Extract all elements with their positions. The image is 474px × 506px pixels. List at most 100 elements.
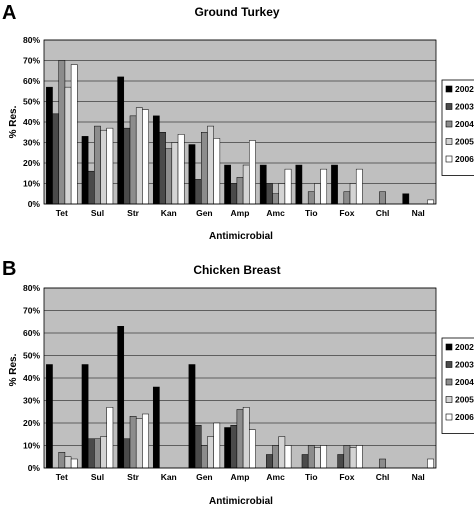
y-tick-label: 20% <box>23 418 40 428</box>
bar <box>236 177 244 205</box>
bar <box>142 413 149 469</box>
legend-swatch <box>445 343 453 351</box>
x-tick-label: Amp <box>231 208 250 218</box>
y-tick-label: 30% <box>23 396 40 406</box>
bar <box>70 64 78 205</box>
y-axis-title: % Res. <box>8 105 19 138</box>
bar <box>236 409 244 469</box>
legend-box <box>441 79 474 176</box>
x-tick-label: Gen <box>196 472 213 482</box>
x-axis-title: Antimicrobial <box>209 231 273 242</box>
bar <box>123 438 131 469</box>
bar <box>135 418 143 469</box>
bar <box>427 199 434 205</box>
bar <box>177 134 185 205</box>
y-tick-label: 60% <box>23 328 40 338</box>
bar <box>129 416 137 469</box>
bar <box>266 454 273 469</box>
bar <box>94 125 101 205</box>
bar <box>165 148 173 205</box>
bar <box>188 364 196 469</box>
bar <box>123 127 131 205</box>
x-tick-label: Fox <box>339 208 354 218</box>
bar <box>188 144 196 205</box>
y-tick-label: 80% <box>23 283 40 293</box>
bar <box>331 164 338 205</box>
x-tick-label: Tio <box>305 472 318 482</box>
x-tick-label: Chl <box>376 472 390 482</box>
bar <box>58 452 66 469</box>
legend-label: 2003 <box>455 360 474 370</box>
bar <box>106 407 114 469</box>
bar <box>129 115 137 205</box>
bar <box>224 427 231 469</box>
y-tick-label: 80% <box>23 35 40 45</box>
bar <box>301 454 309 469</box>
bar <box>207 125 214 205</box>
panel-chicken-breast: B Chicken Breast % Res. Antimicrobial 0%… <box>2 258 474 506</box>
x-tick-label: Kan <box>161 472 177 482</box>
bar <box>343 445 351 469</box>
x-tick-label: Str <box>127 472 140 482</box>
x-axis-title: Antimicrobial <box>209 496 273 506</box>
bar <box>81 136 89 205</box>
bar <box>100 436 108 469</box>
x-tick-label: Sul <box>91 208 104 218</box>
chart-title: Ground Turkey <box>194 5 279 19</box>
panel-ground-turkey: A Ground Turkey % Res. Antimicrobial 0% 1… <box>2 2 474 242</box>
x-tick-label: Fox <box>339 472 354 482</box>
legend-label: 2002 <box>455 84 474 94</box>
bar <box>355 445 363 469</box>
y-tick-label: 60% <box>23 76 40 86</box>
y-axis-title: % Res. <box>8 353 19 386</box>
bar <box>70 458 78 469</box>
y-tick-label: 50% <box>23 351 40 361</box>
bar <box>284 168 292 205</box>
bar <box>87 170 95 205</box>
legend-label: 2005 <box>455 395 474 405</box>
bar <box>314 447 321 469</box>
x-tick-label: Sul <box>91 472 104 482</box>
bar <box>171 142 179 205</box>
bar <box>284 445 292 469</box>
bar <box>278 436 286 469</box>
x-tick-label: Chl <box>376 208 390 218</box>
x-tick-label: Nal <box>412 472 425 482</box>
y-tick-label: 10% <box>23 179 40 189</box>
legend-label: 2002 <box>455 342 474 352</box>
bar <box>159 132 166 205</box>
x-tick-label: Amp <box>231 472 250 482</box>
legend-label: 2006 <box>455 412 474 422</box>
bar <box>259 164 267 205</box>
chart-title: Chicken Breast <box>193 263 280 277</box>
bar <box>314 183 321 205</box>
bar <box>135 107 143 205</box>
bar <box>224 164 231 205</box>
bar <box>207 436 214 469</box>
y-tick-label: 70% <box>23 56 40 66</box>
bar <box>230 183 238 205</box>
y-tick-label: 0% <box>28 199 41 209</box>
legend-label: 2006 <box>455 154 474 164</box>
plot-frame <box>43 39 437 205</box>
legend-swatch <box>445 85 453 93</box>
legend-swatch <box>445 120 453 128</box>
legend-label: 2004 <box>455 377 474 387</box>
bar <box>201 132 208 205</box>
bar <box>320 445 328 469</box>
legend: 2002 2003 2004 2005 2006 <box>441 337 474 434</box>
x-tick-label: Tet <box>56 208 68 218</box>
y-tick-label: 40% <box>23 117 40 127</box>
bar <box>46 364 53 469</box>
x-tick-label: Nal <box>412 208 425 218</box>
legend-swatch <box>445 103 453 110</box>
bar <box>307 445 315 469</box>
legend-label: 2005 <box>455 137 474 147</box>
bar <box>194 179 202 205</box>
bar <box>242 407 250 469</box>
x-tick-label: Gen <box>196 208 213 218</box>
y-tick-label: 40% <box>23 373 40 383</box>
legend-swatch <box>445 413 453 421</box>
bar <box>379 458 386 469</box>
bar <box>94 438 101 469</box>
